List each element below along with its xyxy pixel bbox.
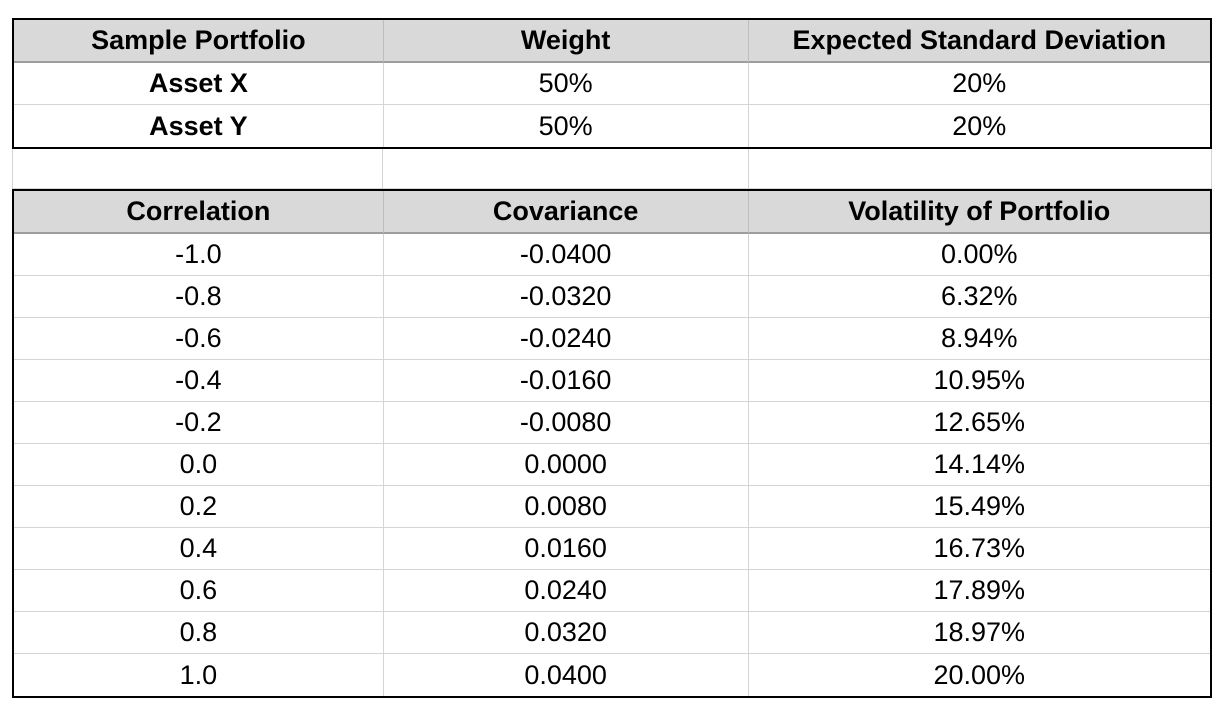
- asset-name-cell[interactable]: Asset Y: [14, 105, 384, 147]
- table-row: 0.6 0.0240 17.89%: [14, 570, 1210, 612]
- volatility-cell[interactable]: 20.00%: [933, 659, 1026, 690]
- table-row: -0.8 -0.0320 6.32%: [14, 276, 1210, 318]
- spreadsheet: Sample Portfolio Weight Expected Standar…: [12, 18, 1212, 698]
- empty-row: [12, 149, 1212, 189]
- volatility-cell[interactable]: 16.73%: [748, 528, 1210, 570]
- correlation-cell[interactable]: -1.0: [14, 234, 384, 276]
- volatility-cell[interactable]: 18.97%: [748, 612, 1210, 654]
- correlation-cell[interactable]: 0.0: [14, 444, 384, 486]
- covariance-cell[interactable]: 0.0160: [383, 528, 749, 570]
- covariance-cell[interactable]: 0.0400: [384, 654, 749, 696]
- covariance-cell[interactable]: 0.0240: [383, 570, 749, 612]
- volatility-cell[interactable]: 14.14%: [748, 444, 1210, 486]
- table-row: -0.2 -0.0080 12.65%: [14, 402, 1210, 444]
- empty-cell[interactable]: [383, 149, 749, 189]
- portfolio-table: Sample Portfolio Weight Expected Standar…: [12, 18, 1212, 149]
- portfolio-header-row: Sample Portfolio Weight Expected Standar…: [14, 20, 1210, 63]
- std-dev-cell[interactable]: 20%: [952, 110, 1007, 141]
- volatility-cell[interactable]: 6.32%: [748, 276, 1210, 318]
- table-row: 0.8 0.0320 18.97%: [14, 612, 1210, 654]
- covariance-cell[interactable]: -0.0240: [383, 318, 749, 360]
- volatility-cell[interactable]: 15.49%: [748, 486, 1210, 528]
- correlation-cell[interactable]: 0.2: [14, 486, 384, 528]
- header-weight[interactable]: Weight: [383, 20, 749, 63]
- table-row: 1.0 0.0400 20.00%: [14, 654, 1210, 696]
- volatility-cell[interactable]: 17.89%: [748, 570, 1210, 612]
- correlation-table: Correlation Covariance Volatility of Por…: [12, 189, 1212, 698]
- header-sample-portfolio[interactable]: Sample Portfolio: [14, 20, 384, 63]
- table-row: 0.2 0.0080 15.49%: [14, 486, 1210, 528]
- volatility-cell[interactable]: 12.65%: [748, 402, 1210, 444]
- correlation-header-row: Correlation Covariance Volatility of Por…: [14, 191, 1210, 234]
- correlation-cell[interactable]: 0.6: [14, 570, 384, 612]
- std-dev-cell[interactable]: 20%: [748, 63, 1210, 105]
- covariance-cell[interactable]: 0.0320: [383, 612, 749, 654]
- table-row: -1.0 -0.0400 0.00%: [14, 234, 1210, 276]
- covariance-cell[interactable]: -0.0320: [383, 276, 749, 318]
- asset-name-cell[interactable]: Asset X: [14, 63, 384, 105]
- header-volatility[interactable]: Volatility of Portfolio: [748, 191, 1210, 234]
- correlation-cell[interactable]: 0.8: [14, 612, 384, 654]
- table-row: -0.6 -0.0240 8.94%: [14, 318, 1210, 360]
- table-row: 0.4 0.0160 16.73%: [14, 528, 1210, 570]
- correlation-cell[interactable]: -0.8: [14, 276, 384, 318]
- table-row: 0.0 0.0000 14.14%: [14, 444, 1210, 486]
- header-expected-std-dev[interactable]: Expected Standard Deviation: [748, 20, 1210, 63]
- weight-cell[interactable]: 50%: [384, 105, 749, 147]
- covariance-cell[interactable]: 0.0000: [383, 444, 749, 486]
- covariance-cell[interactable]: -0.0080: [383, 402, 749, 444]
- correlation-cell[interactable]: -0.4: [14, 360, 384, 402]
- correlation-cell[interactable]: -0.2: [14, 402, 384, 444]
- covariance-cell[interactable]: -0.0400: [383, 234, 749, 276]
- volatility-cell[interactable]: 8.94%: [748, 318, 1210, 360]
- correlation-cell[interactable]: 0.4: [14, 528, 384, 570]
- correlation-cell[interactable]: 1.0: [14, 654, 384, 696]
- table-row: Asset X 50% 20%: [14, 63, 1210, 105]
- weight-cell[interactable]: 50%: [383, 63, 749, 105]
- correlation-cell[interactable]: -0.6: [14, 318, 384, 360]
- header-covariance[interactable]: Covariance: [383, 191, 749, 234]
- table-row: Asset Y 50% 20%: [14, 105, 1210, 147]
- empty-cell[interactable]: [12, 149, 383, 189]
- empty-cell[interactable]: [749, 149, 1212, 189]
- covariance-cell[interactable]: -0.0160: [383, 360, 749, 402]
- table-row: -0.4 -0.0160 10.95%: [14, 360, 1210, 402]
- volatility-cell[interactable]: 10.95%: [748, 360, 1210, 402]
- covariance-cell[interactable]: 0.0080: [383, 486, 749, 528]
- header-correlation[interactable]: Correlation: [14, 191, 384, 234]
- volatility-cell[interactable]: 0.00%: [748, 234, 1210, 276]
